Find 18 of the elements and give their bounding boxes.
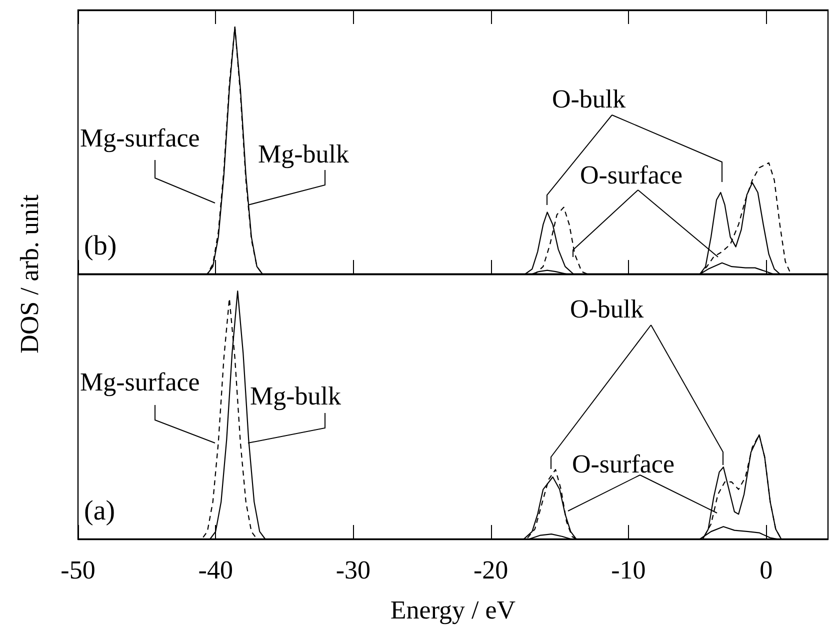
text: (b) — [84, 230, 117, 262]
annotation: Mg-bulk — [258, 140, 349, 168]
x-tick-label: 0 — [760, 556, 773, 584]
x-tick-label: -30 — [336, 556, 371, 584]
text: (a) — [84, 496, 116, 526]
annotation: Mg-surface — [80, 124, 200, 152]
x-tick-label: -20 — [474, 556, 508, 584]
x-tick-label: -50 — [60, 556, 96, 584]
annotation: O-bulk — [552, 84, 626, 114]
x-axis-title: Energy / eV — [390, 596, 516, 624]
annotation: Mg-surface — [80, 368, 200, 396]
x-tick-label: -10 — [611, 556, 646, 584]
annotation: O-surface — [572, 450, 674, 478]
x-tick-label: -40 — [198, 556, 233, 584]
y-axis-title: DOS / arb. unit — [15, 194, 45, 354]
annotation: O-bulk — [570, 294, 644, 324]
annotation: O-surface — [580, 160, 682, 190]
annotation: Mg-bulk — [250, 382, 341, 410]
